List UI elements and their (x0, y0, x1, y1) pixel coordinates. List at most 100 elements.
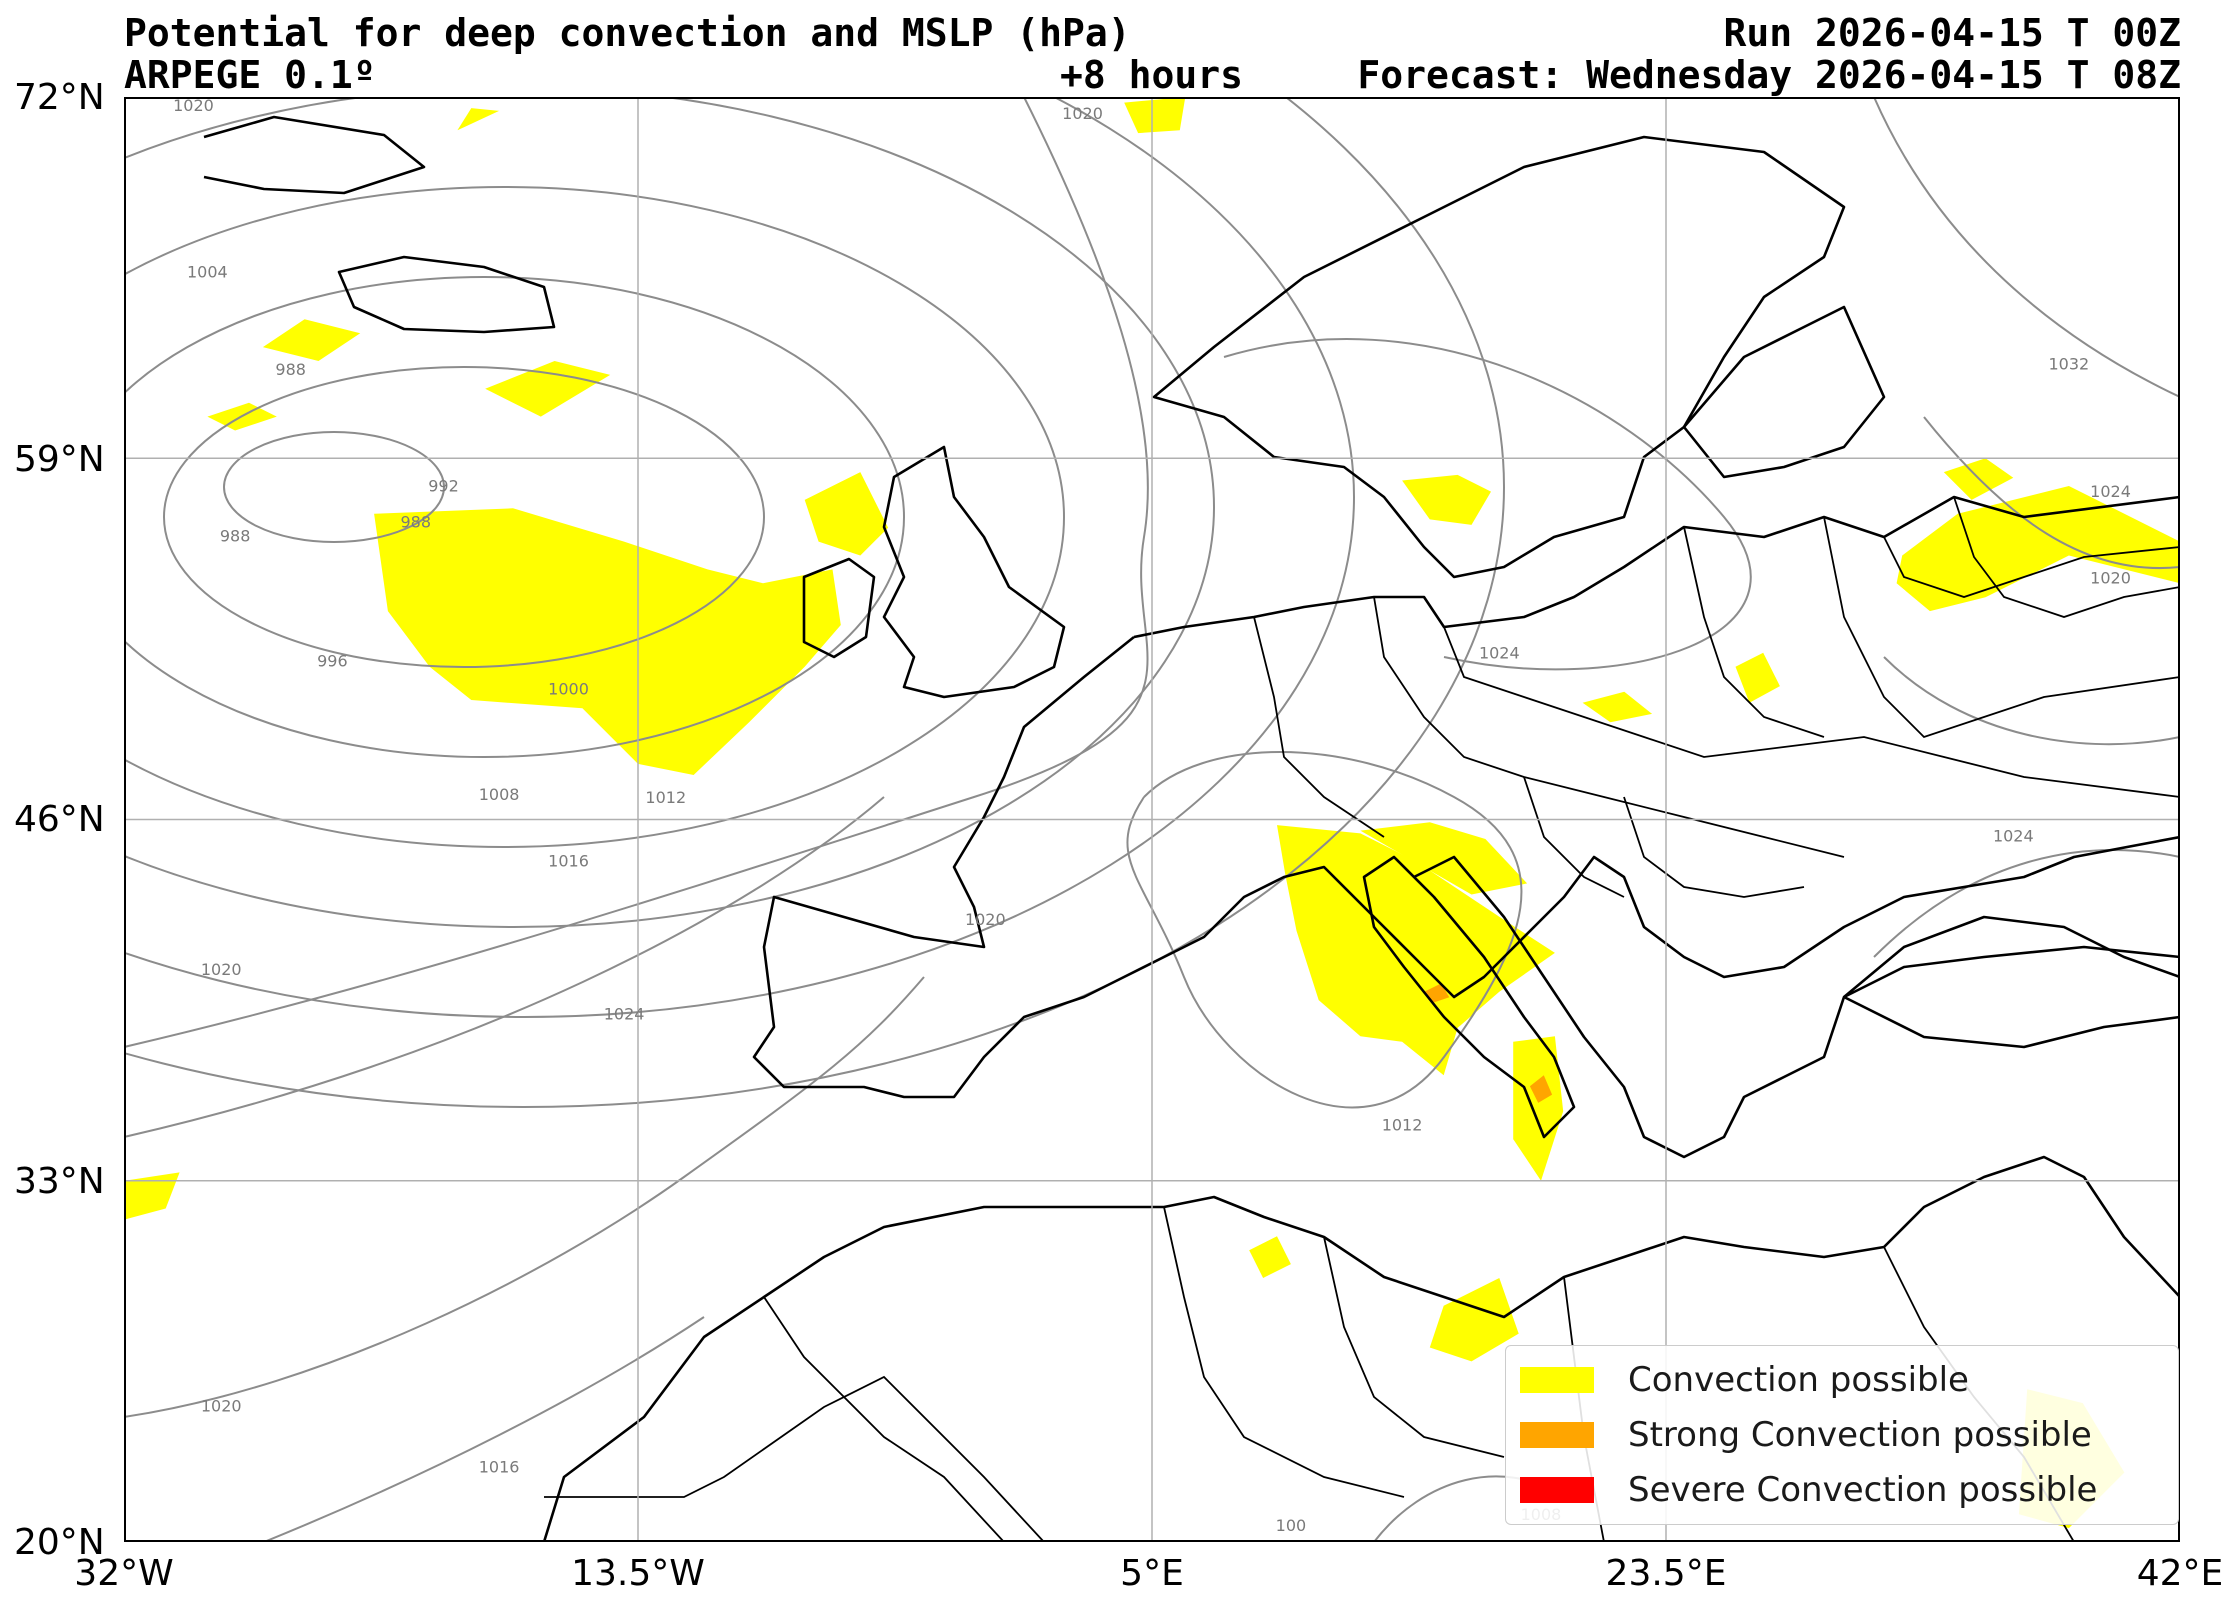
isobar-label: 996 (317, 652, 348, 671)
border (1373, 596, 1845, 858)
isobar (124, 97, 1355, 1018)
legend-swatch-severe (1520, 1477, 1594, 1503)
isobar-label: 1000 (548, 679, 589, 698)
convection-area-possible (804, 472, 889, 556)
isobar (124, 276, 905, 758)
lat-tick-33: 33°N (14, 1161, 105, 1202)
border (1253, 616, 1385, 838)
convection-area-possible (1249, 1236, 1291, 1278)
legend-label-possible: Convection possible (1628, 1360, 1969, 1400)
border (1823, 516, 2180, 739)
isobar-label: 1004 (187, 263, 228, 282)
legend-item-severe: Severe Convection possible (1520, 1470, 2097, 1510)
legend-swatch-strong (1520, 1422, 1594, 1448)
lon-tick-42e: 42°E (2136, 1553, 2224, 1594)
isobar-label: 992 (428, 477, 459, 496)
border (1623, 796, 1805, 898)
isobar-label: 1020 (201, 960, 242, 979)
legend-item-strong: Strong Convection possible (1520, 1415, 2092, 1455)
convection-area-possible (262, 319, 361, 361)
model-name: ARPEGE 0.1º (124, 53, 376, 97)
isobar-label: 1008 (479, 785, 520, 804)
isobar (124, 186, 1065, 848)
forecast-time: Forecast: Wednesday 2026-04-15 T 08Z (1357, 53, 2181, 97)
isobar (124, 976, 925, 1418)
isobar-label: 1016 (548, 852, 589, 871)
isobar (124, 796, 885, 1138)
coastline-layer (203, 115, 2180, 1542)
coastline-mainland-europe (1133, 495, 2180, 639)
isobar-layer (124, 97, 2180, 1542)
isobar-label: 988 (220, 527, 251, 546)
convection-area-possible (1402, 474, 1491, 525)
run-time: Run 2026-04-15 T 00Z (1723, 11, 2181, 55)
isobar (1873, 97, 2180, 398)
coastline-iceland (337, 255, 556, 334)
coastline-finland (1682, 305, 1886, 479)
convection-area-possible (374, 508, 841, 775)
isobar-label: 1024 (604, 1005, 645, 1024)
isobar-label: 100 (1276, 1516, 1307, 1535)
isobar-label: 1020 (1062, 104, 1103, 123)
coastline-balkans (1413, 855, 2180, 1159)
map-frame (124, 97, 2180, 1542)
lon-tick-32w: 32°W (74, 1553, 174, 1594)
isobar (124, 97, 1215, 928)
lon-tick-23-5e: 23.5°E (1605, 1553, 1727, 1594)
convection-layer (124, 97, 2180, 1529)
border (1163, 1206, 1405, 1498)
isobar (124, 97, 1149, 1048)
isobar-label: 1020 (965, 910, 1006, 929)
border (1953, 496, 2180, 618)
legend-label-severe: Severe Convection possible (1628, 1470, 2098, 1510)
convection-area-strong (1529, 1075, 1553, 1103)
coastline-greenland (203, 115, 426, 195)
map-title: Potential for deep convection and MSLP (… (124, 11, 1131, 55)
border (763, 1296, 1005, 1542)
coastline-ireland (802, 557, 876, 659)
isobar-label: 1020 (173, 97, 214, 115)
legend: Convection possible Strong Convection po… (1505, 1345, 2179, 1525)
forecast-map[interactable]: 1020 1020 1004 988 992 988 988 996 1000 1008 1012 1… (124, 97, 2180, 1542)
coastline-great-britain (882, 445, 1066, 699)
lat-tick-59: 59°N (14, 439, 105, 480)
convection-area-possible (1735, 652, 1780, 703)
border (1683, 526, 1825, 738)
convection-area-possible (1429, 1278, 1519, 1362)
border-layer (544, 496, 2180, 1542)
isobar (1126, 751, 1523, 1109)
convection-area-possible (1513, 1036, 1564, 1181)
legend-item-possible: Convection possible (1520, 1360, 1969, 1400)
isobar (1883, 656, 2180, 746)
convection-area-possible (485, 361, 611, 417)
isobar-label: 1020 (2090, 568, 2131, 587)
coastline-western-europe (752, 635, 2180, 1099)
convection-area-possible (1124, 97, 1186, 134)
legend-swatch-possible (1520, 1367, 1594, 1393)
coastline-black-sea (1843, 915, 2180, 1049)
isobar (124, 97, 1505, 1108)
isobar-label: 1024 (2090, 482, 2131, 501)
convection-area-possible (1582, 691, 1653, 723)
lon-tick-13-5w: 13.5°W (571, 1553, 705, 1594)
border (1323, 1236, 1505, 1458)
isobar-label: 1016 (479, 1458, 520, 1477)
isobar-label: 988 (275, 360, 306, 379)
lat-tick-46: 46°N (14, 799, 105, 840)
lead-time: +8 hours (1060, 53, 1244, 97)
isobar (1873, 849, 2180, 958)
isobar (223, 431, 445, 543)
isobar (163, 366, 765, 668)
graticule (124, 97, 2180, 1542)
isobar-label: 1012 (645, 788, 686, 807)
isobar-label: 988 (400, 513, 431, 532)
isobar-label: 1024 (1993, 827, 2034, 846)
border (1883, 536, 2180, 598)
convection-area-possible (1896, 486, 2180, 612)
isobar (263, 1316, 705, 1542)
isobar (1223, 338, 1752, 671)
isobar (1923, 416, 2180, 570)
isobar-label: 1012 (1382, 1116, 1423, 1135)
isobar-label: 1032 (2049, 354, 2090, 373)
lat-tick-20: 20°N (14, 1522, 105, 1563)
